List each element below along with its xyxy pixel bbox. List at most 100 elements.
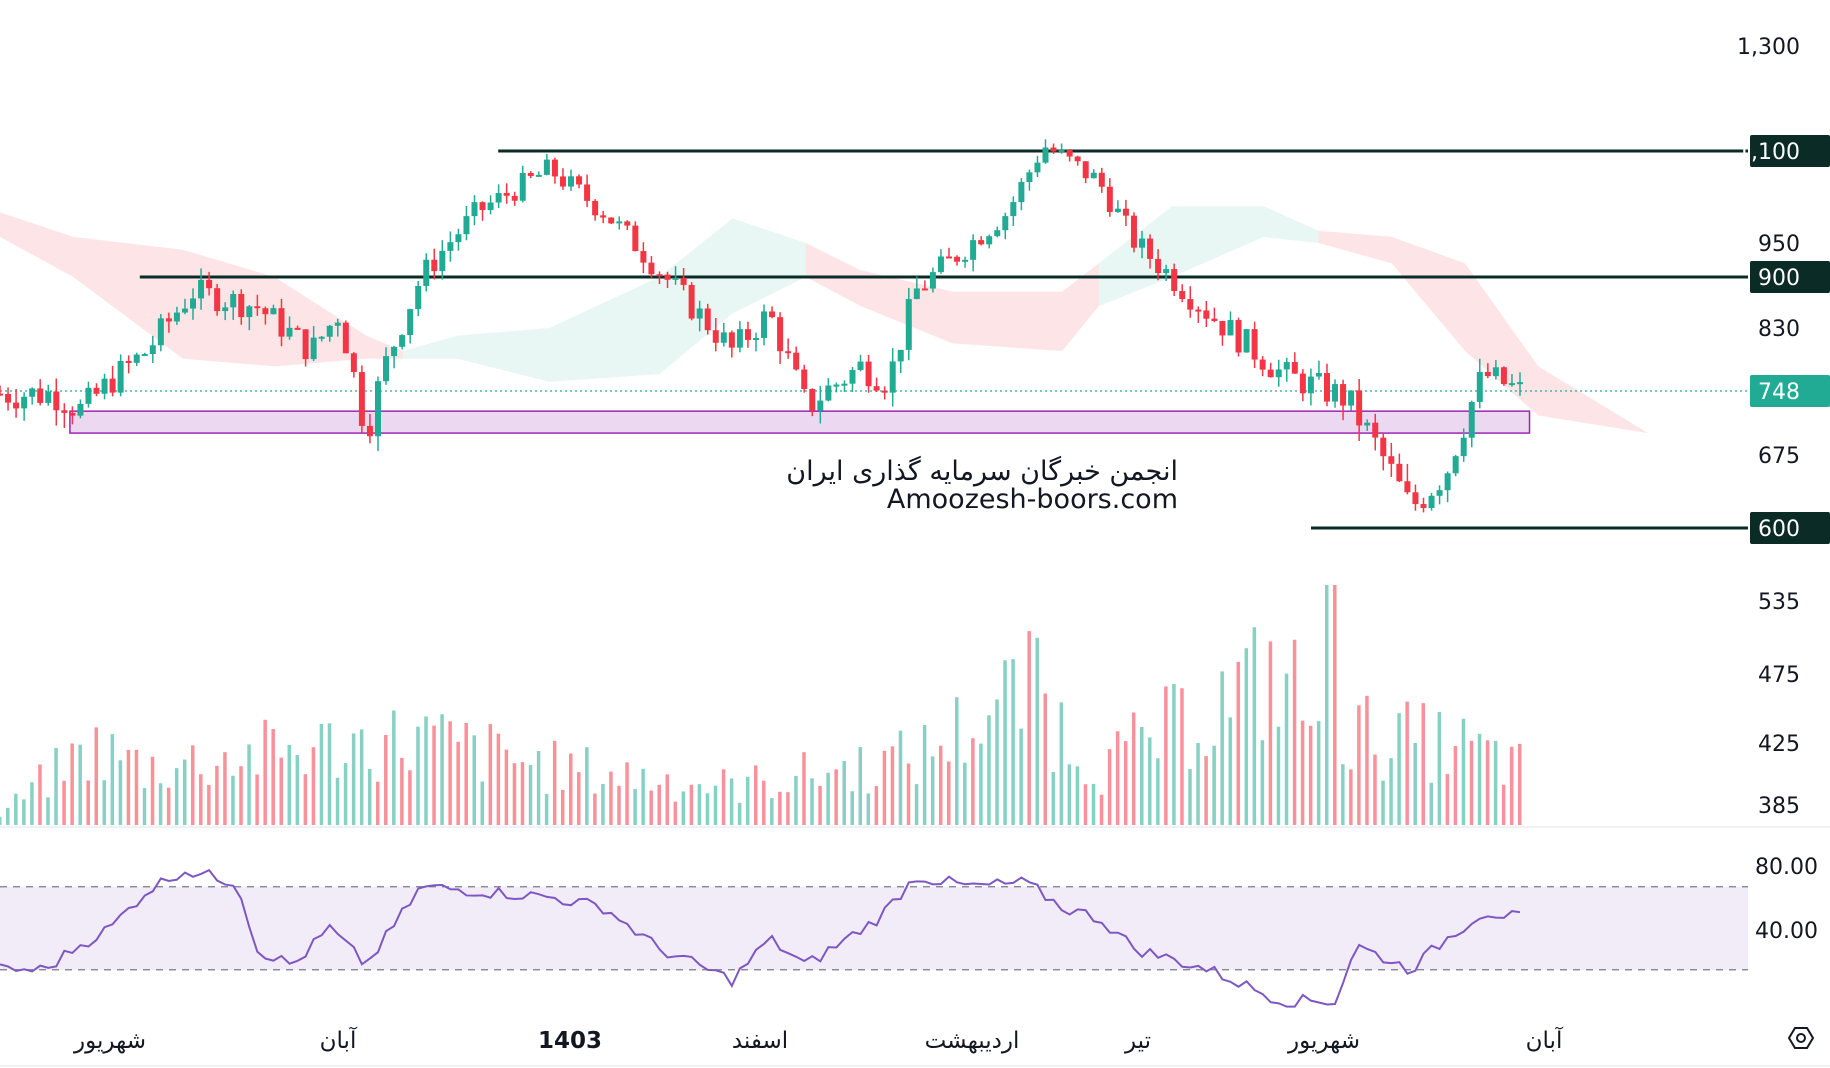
candle-body bbox=[246, 306, 253, 318]
volume-bar bbox=[898, 730, 903, 825]
candle-body bbox=[632, 225, 639, 252]
price-axis[interactable]: 1,300 950 830 675 535 475 425 385 1,100 900 748 600… bbox=[1737, 35, 1830, 944]
candle-body bbox=[0, 393, 3, 396]
volume-bar bbox=[1051, 771, 1056, 825]
candle-body bbox=[334, 322, 341, 326]
volume-bar bbox=[995, 699, 999, 825]
candle-body bbox=[769, 311, 776, 318]
candle-body bbox=[431, 259, 438, 272]
volume-bar bbox=[199, 774, 203, 825]
volume-bar bbox=[1091, 783, 1096, 825]
candle-body bbox=[1179, 291, 1186, 300]
volume-bar bbox=[1075, 766, 1080, 825]
rsi-line bbox=[0, 868, 1521, 1008]
volume-bar bbox=[1099, 794, 1104, 825]
candle-body bbox=[1484, 371, 1491, 377]
volume-bar bbox=[681, 791, 686, 825]
candle-body bbox=[881, 390, 888, 393]
volume-bar bbox=[46, 797, 50, 825]
volume-bar bbox=[142, 788, 147, 825]
candle-body bbox=[1147, 238, 1154, 259]
volume-bar bbox=[504, 749, 509, 825]
candle-body bbox=[1476, 371, 1483, 402]
candle-body bbox=[889, 361, 896, 393]
volume-bar bbox=[713, 785, 718, 825]
volume-bar bbox=[215, 765, 219, 825]
volume-bars bbox=[0, 585, 1830, 828]
candle-body bbox=[149, 345, 156, 355]
candle-body bbox=[543, 159, 550, 175]
volume-bar bbox=[1469, 740, 1474, 825]
volume-bar bbox=[882, 750, 887, 825]
watermark-title: انجمن خبرگان سرمایه گذاری ایران bbox=[786, 455, 1178, 487]
volume-bar bbox=[231, 775, 235, 825]
volume-bar bbox=[1252, 627, 1257, 825]
volume-bar bbox=[263, 719, 267, 825]
candle-body bbox=[1428, 495, 1435, 508]
candle-body bbox=[1323, 373, 1330, 402]
volume-bar bbox=[946, 761, 951, 825]
candle-body bbox=[270, 308, 277, 315]
volume-bar bbox=[1164, 686, 1168, 825]
candle-body bbox=[181, 308, 188, 313]
volume-bar bbox=[938, 745, 943, 825]
price-tick-label: 535 bbox=[1758, 590, 1800, 615]
volume-bar bbox=[729, 778, 734, 825]
candle-body bbox=[366, 425, 373, 437]
volume-bar bbox=[174, 768, 179, 825]
candle-body bbox=[921, 288, 928, 291]
volume-bar bbox=[1131, 712, 1136, 825]
candle-body bbox=[511, 195, 518, 201]
candle-body bbox=[1364, 422, 1371, 426]
volume-bar bbox=[150, 756, 155, 825]
volume-bar bbox=[866, 793, 871, 825]
volume-bar bbox=[697, 784, 702, 825]
volume-bar bbox=[38, 764, 42, 825]
volume-bar bbox=[166, 787, 171, 825]
volume-bar bbox=[255, 774, 259, 825]
volume-bar bbox=[1509, 746, 1514, 825]
candle-body bbox=[1468, 401, 1475, 438]
candle-body bbox=[1291, 362, 1298, 374]
candle-body bbox=[173, 312, 180, 322]
volume-bar bbox=[955, 697, 959, 825]
volume-bar bbox=[593, 793, 597, 825]
candle-body bbox=[206, 279, 213, 289]
volume-bar bbox=[858, 747, 863, 825]
time-axis[interactable]: شهریور آبان 1403 اسفند اردیبهشت تیر شهریور آبان bbox=[73, 1026, 1564, 1054]
candle-body bbox=[238, 293, 245, 318]
volume-bar bbox=[158, 783, 163, 825]
volume-bar bbox=[705, 793, 710, 825]
candle-body bbox=[913, 288, 920, 300]
volume-bar bbox=[239, 766, 243, 825]
time-label: شهریور bbox=[73, 1028, 146, 1054]
volume-bar bbox=[1268, 641, 1273, 825]
candle-body bbox=[584, 184, 591, 201]
candle-body bbox=[1130, 215, 1137, 248]
price-badge-label: 900 bbox=[1758, 266, 1800, 291]
volume-bar bbox=[906, 763, 911, 825]
rsi-band bbox=[0, 886, 1748, 970]
price-tick-label: 830 bbox=[1758, 317, 1800, 342]
candle-body bbox=[1211, 318, 1218, 321]
volume-bar bbox=[930, 756, 935, 825]
volume-bar bbox=[1067, 764, 1072, 825]
volume-bar bbox=[408, 770, 412, 825]
volume-bar bbox=[1324, 585, 1329, 825]
candlestick-series bbox=[0, 139, 1523, 513]
volume-bar bbox=[528, 765, 533, 825]
candle-body bbox=[1388, 456, 1395, 464]
candle-body bbox=[1372, 422, 1379, 438]
volume-bar bbox=[1308, 725, 1313, 825]
candle-body bbox=[358, 372, 365, 426]
time-label: 1403 bbox=[538, 1028, 602, 1054]
volume-bar bbox=[1461, 718, 1466, 825]
candle-body bbox=[656, 274, 663, 277]
horizontal-levels[interactable] bbox=[0, 149, 1748, 530]
volume-bar bbox=[1188, 769, 1192, 825]
volume-bar bbox=[625, 762, 629, 825]
gear-icon[interactable] bbox=[1787, 1027, 1815, 1049]
candle-body bbox=[1404, 481, 1411, 493]
volume-bar bbox=[1453, 746, 1458, 825]
